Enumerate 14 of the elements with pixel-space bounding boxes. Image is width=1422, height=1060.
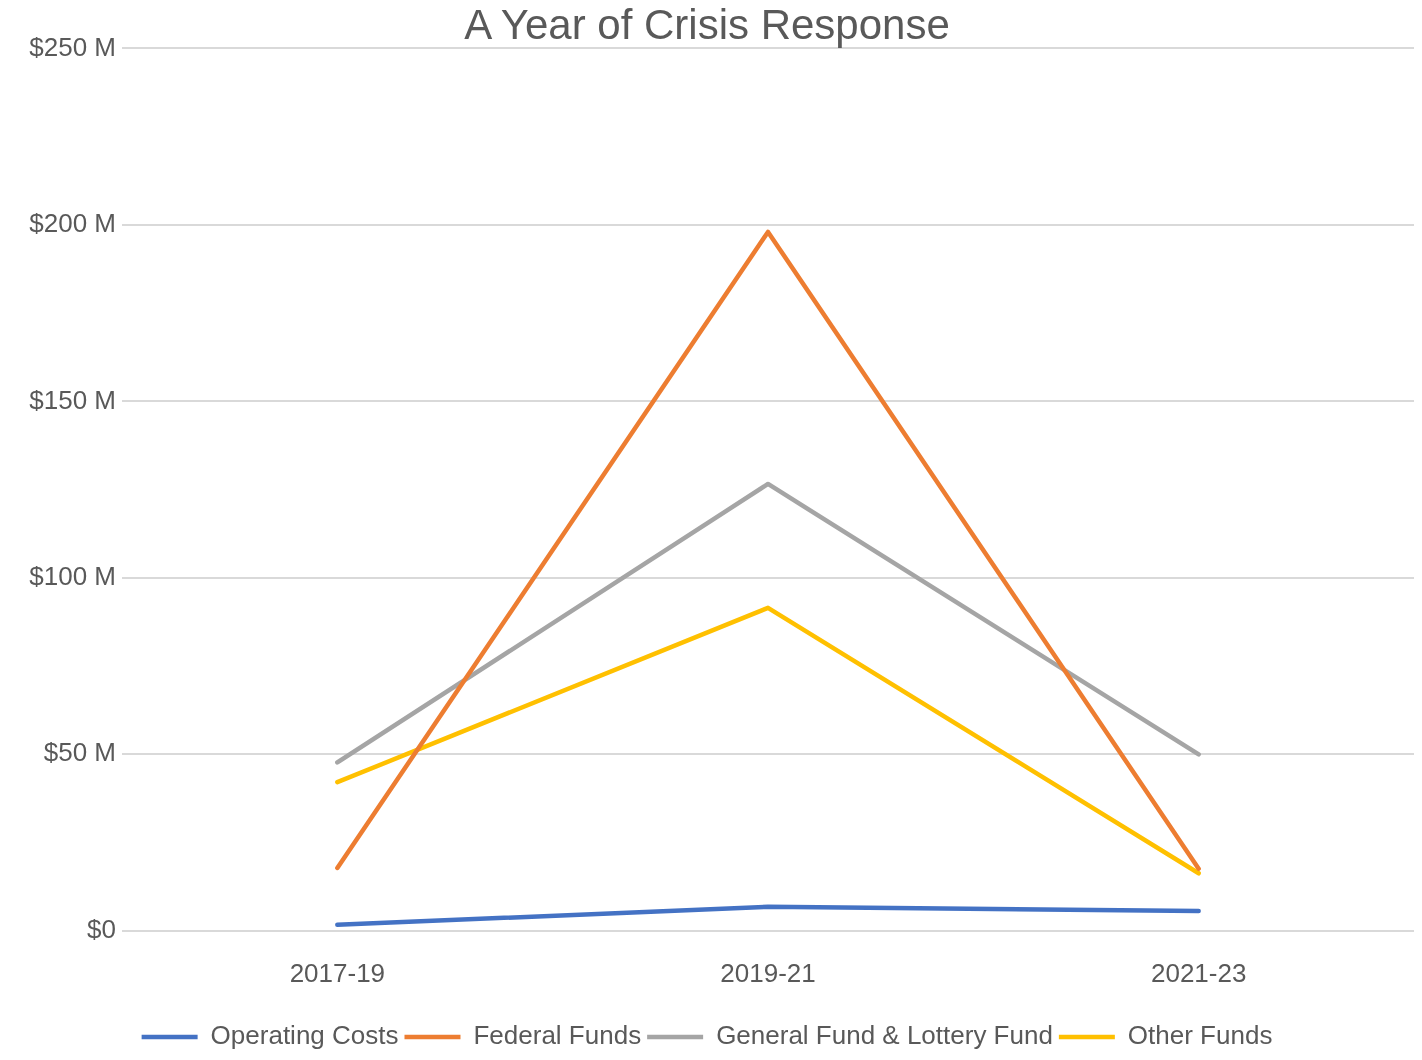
chart-title: A Year of Crisis Response — [464, 0, 950, 48]
legend-label: Other Funds — [1127, 1020, 1273, 1051]
y-tick-label: $50 M — [43, 737, 116, 768]
x-tick-label: 2017-19 — [289, 957, 386, 988]
y-tick-label: $100 M — [29, 561, 116, 592]
y-tick-label: $150 M — [29, 384, 116, 415]
legend-label: General Fund & Lottery Fund — [716, 1020, 1053, 1051]
y-tick-label: $200 M — [29, 208, 116, 239]
y-tick-label: $0 — [87, 913, 116, 944]
x-tick-label: 2019-21 — [720, 957, 816, 988]
x-tick-label: 2021-23 — [1150, 957, 1247, 988]
legend-label: Federal Funds — [473, 1020, 642, 1051]
legend-label: Operating Costs — [210, 1020, 399, 1051]
y-tick-label: $250 M — [29, 31, 116, 62]
